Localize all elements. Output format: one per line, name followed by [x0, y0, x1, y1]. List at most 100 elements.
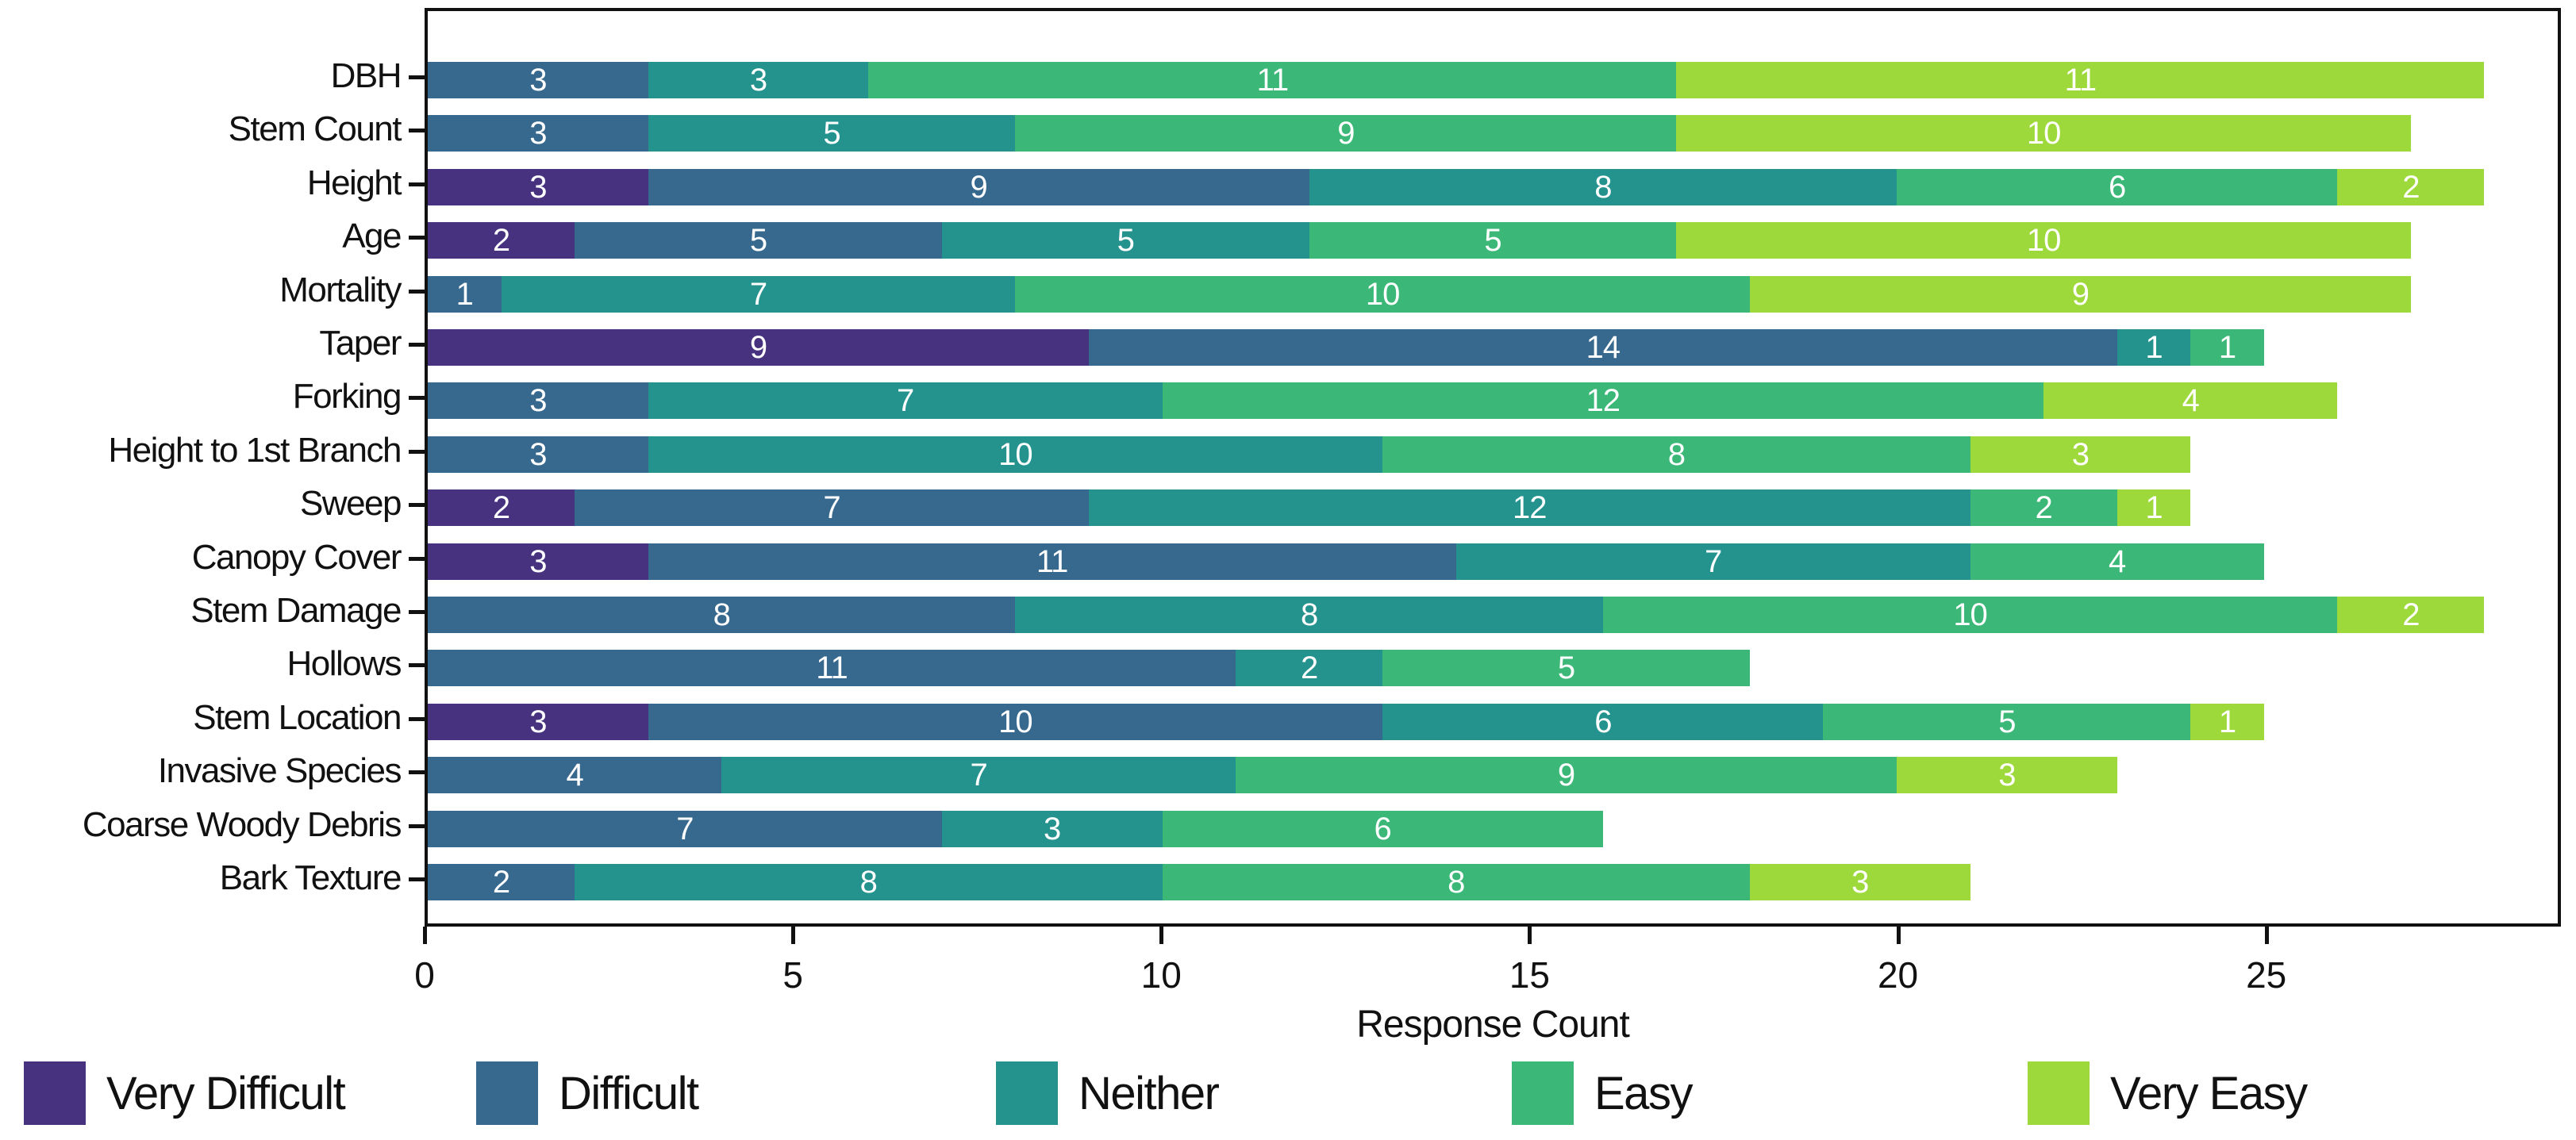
bar-value-label: 7	[970, 758, 988, 793]
x-tick-label: 10	[1140, 954, 1182, 996]
bar-segment-neither: 1	[2117, 329, 2191, 366]
bar-segment-difficult: 7	[428, 810, 942, 847]
category-label-height: Height	[306, 163, 402, 202]
legend-swatch-neither	[996, 1061, 1058, 1125]
bar-value-label: 6	[2109, 169, 2126, 205]
bar-value-label: 11	[2064, 63, 2097, 98]
bar-row-forking: 3 7 12 4	[428, 382, 2558, 420]
bar-segment-very-easy: 2	[2337, 597, 2485, 633]
bar-segment-easy: 10	[1015, 275, 1750, 313]
bar-value-label: 9	[749, 330, 767, 365]
bar-segment-easy: 10	[1602, 597, 2338, 633]
bar-value-label: 11	[1256, 63, 1290, 98]
bar-segment-neither: 5	[648, 115, 1016, 152]
category-label-sweep: Sweep	[299, 484, 402, 524]
bar-segment-difficult: 14	[1088, 329, 2117, 366]
bar-row-sweep: 2 7 12 2 1	[428, 489, 2558, 527]
bar-segment-neither: 3	[648, 62, 869, 98]
bar-value-label: 1	[2218, 704, 2236, 739]
y-tick-mark	[409, 610, 425, 614]
bar-segment-very-difficult: 3	[428, 543, 648, 580]
category-label-stem-location: Stem Location	[193, 697, 402, 737]
x-tick-label: 20	[1877, 954, 1919, 996]
bar-segment-very-easy: 3	[1749, 864, 1970, 900]
bar-segment-neither: 7	[648, 382, 1163, 420]
bar-segment-very-easy: 3	[1970, 436, 2191, 473]
bar-segment-easy: 5	[1382, 650, 1750, 687]
category-label-taper: Taper	[319, 324, 402, 363]
y-tick-mark	[409, 236, 425, 240]
bar-value-label: 12	[1513, 490, 1547, 526]
bar-segment-neither: 5	[941, 222, 1309, 259]
bar-segment-difficult: 3	[428, 436, 648, 473]
bar-value-label: 2	[492, 865, 510, 900]
bar-segment-easy: 8	[1162, 864, 1750, 900]
legend-item-neither: Neither	[996, 1060, 1220, 1127]
bar-value-label: 2	[2402, 597, 2420, 632]
bar-row-coarse-woody-debris: 7 3 6	[428, 810, 2558, 847]
legend-swatch-very-easy	[2028, 1061, 2090, 1125]
bar-value-label: 3	[529, 116, 547, 152]
bar-value-label: 3	[2071, 436, 2090, 472]
bar-row-dbh: 3 3 11 11	[428, 62, 2558, 98]
y-tick-mark	[409, 75, 425, 79]
x-tick-mark	[2264, 927, 2269, 944]
bar-value-label: 8	[1667, 436, 1686, 472]
bar-segment-neither: 6	[1382, 703, 1824, 740]
bar-value-label: 8	[1594, 169, 1612, 205]
bar-segment-difficult: 10	[648, 703, 1383, 740]
bar-segment-neither: 12	[1088, 489, 1970, 527]
y-tick-mark	[409, 503, 425, 508]
bar-value-label: 9	[2071, 276, 2090, 312]
x-tick-mark	[1528, 927, 1532, 944]
bar-value-label: 5	[1484, 223, 1501, 259]
bar-row-hollows: 11 2 5	[428, 650, 2558, 687]
bar-segment-neither: 3	[941, 810, 1163, 847]
bar-value-label: 3	[529, 63, 547, 98]
bar-segment-easy: 1	[2190, 329, 2264, 366]
bar-segment-neither: 2	[1236, 650, 1383, 687]
bar-segment-difficult: 9	[648, 168, 1309, 205]
y-tick-mark	[409, 823, 425, 828]
bar-row-invasive-species: 4 7 9 3	[428, 757, 2558, 794]
bar-segment-neither: 10	[648, 436, 1383, 473]
bar-value-label: 9	[1557, 758, 1575, 793]
bar-value-label: 9	[970, 169, 987, 205]
bar-segment-neither: 8	[1309, 168, 1897, 205]
bar-row-stem-damage: 8 8 10 2	[428, 597, 2558, 633]
bar-row-stem-count: 3 5 9 10	[428, 115, 2558, 152]
bar-value-label: 7	[676, 811, 694, 846]
bar-value-label: 5	[1557, 651, 1575, 686]
bar-row-mortality: 1 7 10 9	[428, 275, 2558, 313]
bar-value-label: 5	[1117, 223, 1135, 259]
bar-value-label: 10	[2026, 116, 2061, 152]
category-label-stem-damage: Stem Damage	[190, 591, 402, 630]
y-tick-mark	[409, 129, 425, 133]
category-label-stem-count: Stem Count	[228, 109, 402, 149]
bar-value-label: 2	[1300, 651, 1318, 686]
plot-area: 3 3 11 11 3 5 9 10 3 9 8 6 2 2 5 5 5 10 1 7 10 9 9 14 1 1 3 7 12 4 3 10…	[425, 8, 2561, 927]
bar-value-label: 3	[529, 383, 547, 419]
y-tick-mark	[409, 449, 425, 454]
legend-label: Neither	[1078, 1067, 1220, 1119]
legend-swatch-very-difficult	[24, 1061, 86, 1125]
bar-segment-easy: 8	[1382, 436, 1970, 473]
x-tick-mark	[791, 927, 796, 944]
bar-value-label: 3	[529, 543, 547, 579]
bar-value-label: 6	[1594, 704, 1612, 739]
bar-value-label: 1	[2218, 330, 2236, 365]
bar-segment-easy: 4	[1970, 543, 2264, 580]
bar-segment-easy: 9	[1236, 757, 1897, 794]
bar-value-label: 2	[492, 490, 510, 526]
bar-segment-easy: 6	[1162, 810, 1603, 847]
bar-row-canopy-cover: 3 11 7 4	[428, 543, 2558, 580]
bar-segment-very-easy: 11	[1676, 62, 2485, 98]
bar-segment-difficult: 2	[428, 864, 575, 900]
x-tick-label: 25	[2246, 954, 2287, 996]
bar-segment-easy: 9	[1015, 115, 1677, 152]
bar-segment-neither: 7	[721, 757, 1236, 794]
bar-segment-neither: 7	[501, 275, 1016, 313]
bar-value-label: 7	[896, 383, 914, 419]
category-label-height-to-1st-branch: Height to 1st Branch	[108, 430, 402, 470]
